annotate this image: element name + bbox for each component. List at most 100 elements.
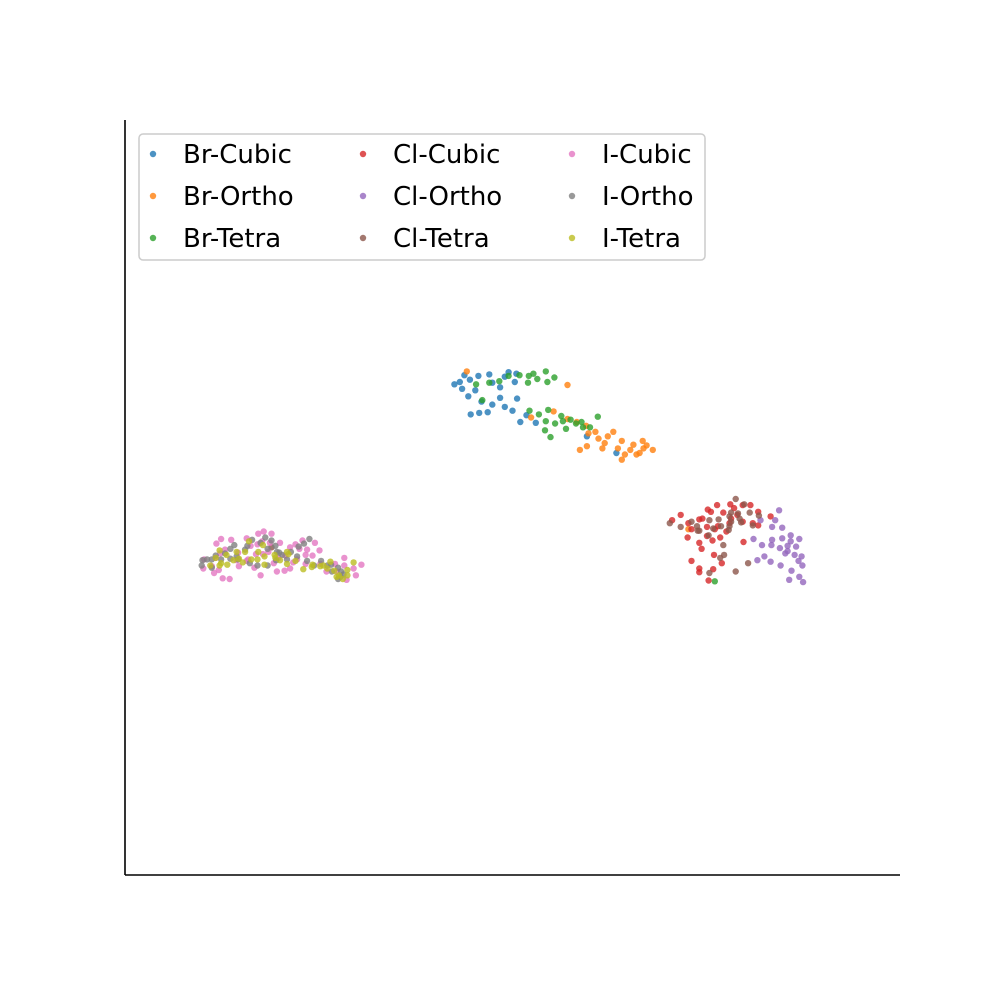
- point-br-ortho-15: [601, 439, 608, 447]
- point-br-tetra-23: [526, 407, 533, 414]
- legend-label-i-ortho: I-Ortho: [602, 182, 694, 212]
- point-br-tetra-28: [479, 396, 486, 404]
- point-i-tetra-37: [261, 561, 268, 568]
- point-cl-tetra-1: [688, 518, 695, 525]
- point-i-ortho-29: [199, 557, 206, 564]
- point-cl-ortho-15: [796, 535, 803, 543]
- point-i-ortho-10: [268, 537, 275, 544]
- point-br-ortho-9: [618, 437, 625, 445]
- point-cl-ortho-11: [761, 553, 768, 560]
- legend-item-br-cubic: Br-Cubic: [149, 140, 292, 170]
- point-br-cubic-15: [509, 407, 516, 414]
- point-i-ortho-36: [262, 534, 269, 541]
- legend-frame: [138, 133, 706, 261]
- point-br-tetra-25: [572, 420, 580, 427]
- point-i-cubic-2: [219, 575, 226, 582]
- point-cl-tetra-12: [741, 501, 748, 508]
- point-i-tetra-26: [344, 572, 351, 579]
- point-br-cubic-10: [496, 384, 504, 391]
- point-br-cubic-19: [517, 418, 524, 426]
- point-cl-cubic-19: [699, 515, 706, 522]
- legend-item-i-cubic: I-Cubic: [568, 140, 692, 170]
- point-br-ortho-10: [630, 441, 637, 448]
- point-cl-cubic-24: [717, 534, 724, 541]
- legend-label-i-cubic: I-Cubic: [602, 140, 692, 170]
- legend-item-cl-cubic: Cl-Cubic: [359, 140, 500, 170]
- point-i-cubic-32: [311, 539, 319, 546]
- point-cl-ortho-19: [775, 507, 783, 514]
- point-i-tetra-11: [216, 547, 223, 554]
- point-i-cubic-54: [226, 575, 233, 583]
- point-cl-tetra-19: [706, 569, 713, 577]
- point-cl-tetra-0: [677, 523, 684, 531]
- point-cl-ortho-27: [787, 538, 794, 545]
- point-br-tetra-21: [558, 412, 565, 420]
- point-cl-tetra-11: [732, 495, 739, 503]
- series-cl-ortho: [750, 507, 807, 586]
- point-br-ortho-6: [592, 428, 599, 435]
- point-br-ortho-25: [599, 445, 606, 452]
- point-br-cubic-22: [496, 394, 504, 401]
- legend-item-i-ortho: I-Ortho: [568, 182, 694, 212]
- point-i-tetra-27: [333, 573, 340, 580]
- point-i-cubic-21: [255, 530, 262, 537]
- point-i-tetra-34: [235, 555, 243, 562]
- legend-label-br-tetra: Br-Tetra: [183, 224, 281, 254]
- legend-label-i-tetra: I-Tetra: [602, 224, 681, 254]
- point-cl-ortho-13: [779, 535, 786, 542]
- point-cl-ortho-29: [779, 524, 786, 531]
- point-br-ortho-24: [636, 449, 643, 457]
- point-i-ortho-23: [254, 562, 261, 569]
- point-i-cubic-52: [257, 572, 264, 579]
- series-br-tetra: [472, 368, 718, 585]
- point-br-cubic-17: [484, 409, 491, 416]
- point-cl-cubic-29: [688, 557, 695, 565]
- point-i-cubic-30: [309, 552, 316, 559]
- legend-item-cl-ortho: Cl-Ortho: [359, 182, 502, 212]
- point-br-cubic-26: [467, 411, 474, 418]
- point-br-cubic-11: [465, 393, 472, 400]
- legend-label-cl-tetra: Cl-Tetra: [393, 224, 490, 254]
- point-br-tetra-17: [578, 418, 585, 426]
- point-i-tetra-6: [254, 556, 261, 563]
- point-br-ortho-13: [627, 446, 634, 454]
- point-cl-ortho-2: [768, 541, 775, 549]
- point-br-ortho-0: [463, 368, 470, 375]
- point-i-cubic-16: [217, 535, 225, 543]
- point-cl-cubic-17: [713, 501, 721, 509]
- point-br-tetra-3: [505, 372, 512, 380]
- point-br-cubic-21: [513, 395, 521, 402]
- point-i-tetra-31: [272, 554, 279, 562]
- point-cl-ortho-10: [767, 558, 774, 565]
- point-i-tetra-23: [339, 575, 346, 583]
- point-br-cubic-0: [456, 378, 463, 386]
- legend-label-cl-ortho: Cl-Ortho: [393, 182, 502, 212]
- point-cl-tetra-4: [715, 516, 722, 523]
- legend-label-cl-cubic: Cl-Cubic: [393, 140, 500, 170]
- point-cl-ortho-12: [768, 536, 776, 543]
- point-i-tetra-24: [344, 566, 351, 574]
- point-br-tetra-9: [542, 368, 549, 375]
- point-br-ortho-3: [550, 408, 557, 415]
- point-br-ortho-7: [604, 433, 611, 440]
- point-cl-cubic-13: [755, 522, 762, 529]
- legend-marker-i-cubic: [568, 150, 576, 158]
- point-br-ortho-12: [649, 446, 656, 454]
- point-cl-cubic-16: [720, 509, 727, 516]
- point-i-tetra-39: [285, 550, 292, 558]
- point-i-tetra-8: [233, 548, 240, 556]
- point-cl-ortho-17: [782, 550, 789, 557]
- point-cl-ortho-0: [750, 535, 757, 543]
- point-i-ortho-17: [303, 557, 311, 565]
- point-br-cubic-9: [511, 378, 518, 386]
- point-i-ortho-19: [283, 556, 291, 563]
- point-cl-ortho-22: [754, 557, 761, 564]
- point-br-ortho-1: [564, 381, 571, 389]
- point-br-tetra-15: [559, 418, 567, 425]
- point-cl-tetra-3: [706, 517, 713, 524]
- point-i-tetra-17: [300, 566, 307, 573]
- point-cl-ortho-24: [796, 573, 803, 580]
- point-cl-ortho-14: [787, 532, 794, 539]
- point-i-tetra-3: [230, 557, 237, 564]
- legend-marker-br-ortho: [149, 192, 157, 200]
